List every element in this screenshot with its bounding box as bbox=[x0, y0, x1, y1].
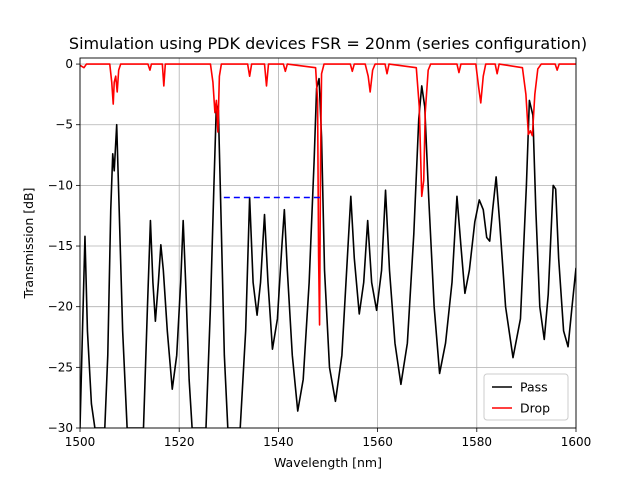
chart-title: Simulation using PDK devices FSR = 20nm … bbox=[69, 34, 587, 53]
series-line-drop bbox=[80, 63, 576, 326]
plot-frame bbox=[79, 57, 577, 429]
y-tick-label: −5 bbox=[55, 118, 73, 132]
y-tick-label: −10 bbox=[48, 178, 73, 192]
x-tick-label: 1540 bbox=[263, 435, 294, 449]
y-axis-label: Transmission [dB] bbox=[21, 188, 36, 300]
axis-ticks: 1500 1520 1540 1560 1580 1600 0 −5 −10 −15 −20 −25 −… bbox=[48, 57, 592, 449]
series-line-pass bbox=[80, 77, 576, 428]
y-tick-label: 0 bbox=[65, 57, 73, 71]
x-tick-label: 1580 bbox=[462, 435, 493, 449]
x-tick-label: 1520 bbox=[164, 435, 195, 449]
y-tick-label: −25 bbox=[48, 360, 73, 374]
y-tick-label: −30 bbox=[48, 421, 73, 435]
series-layer bbox=[80, 63, 576, 428]
x-axis-label: Wavelength [nm] bbox=[274, 455, 382, 470]
y-tick-label: −15 bbox=[48, 239, 73, 253]
legend-label-pass: Pass bbox=[520, 380, 548, 395]
legend: Pass Drop bbox=[483, 373, 569, 421]
x-tick-label: 1600 bbox=[561, 435, 592, 449]
y-tick-label: −20 bbox=[48, 300, 73, 314]
x-tick-label: 1500 bbox=[65, 435, 96, 449]
legend-label-drop: Drop bbox=[520, 401, 550, 416]
x-tick-label: 1560 bbox=[362, 435, 393, 449]
